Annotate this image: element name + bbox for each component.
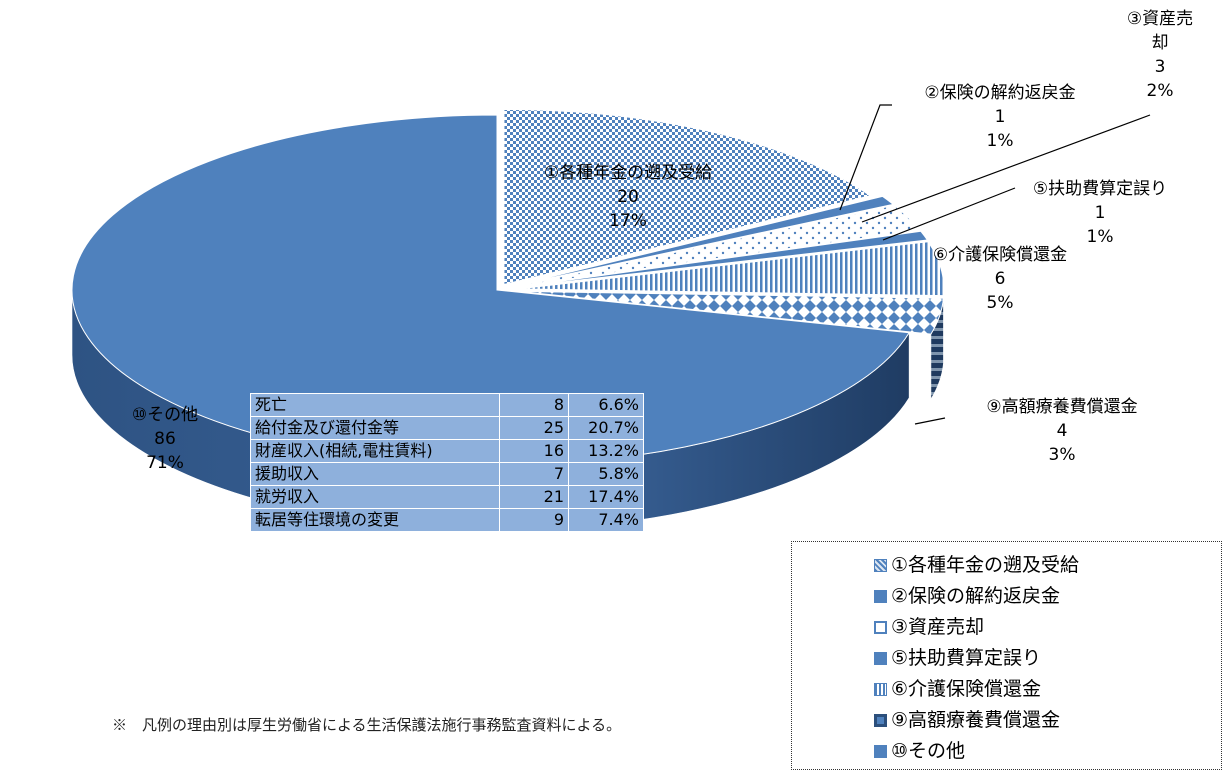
- slice-label-2-line-1: 却: [1152, 33, 1169, 53]
- slice-label-1-line-2: 1%: [987, 131, 1014, 151]
- slice-label-1-line-1: 1: [995, 107, 1006, 127]
- breakdown-category-cell: 転居等住環境の変更: [250, 508, 500, 532]
- breakdown-count-cell: 8: [499, 393, 569, 417]
- legend-label: ⑥介護保険償還金: [891, 678, 1042, 700]
- data-labels-layer: ①各種年金の遡及受給 20 17% ②保険の解約返戻金 1 1% ③資産売却 3 2% ⑤扶助費算…: [132, 9, 1193, 473]
- breakdown-category-cell: 死亡: [250, 393, 500, 417]
- legend-swatch: [874, 621, 887, 634]
- breakdown-percent-cell: 6.6%: [568, 393, 644, 417]
- leader-lines-layer: [839, 104, 1151, 425]
- legend-label: ⑤扶助費算定誤り: [891, 647, 1042, 669]
- slice-2: [517, 204, 922, 287]
- legend-swatch: [874, 714, 887, 727]
- slice-label-4-line-2: 5%: [987, 293, 1014, 313]
- breakdown-count-cell: 16: [499, 439, 569, 463]
- breakdown-row: 財産収入(相続,電柱賃料) 16 13.2%: [250, 439, 644, 463]
- breakdown-count-cell: 9: [499, 508, 569, 532]
- legend-item: ①各種年金の遡及受給: [874, 550, 1221, 581]
- breakdown-row: 就労収入 21 17.4%: [250, 485, 644, 509]
- legend-label: ②保険の解約返戻金: [891, 585, 1061, 607]
- slice-6: [71, 114, 910, 466]
- breakdown-count-cell: 25: [499, 416, 569, 440]
- leader-line-1: [839, 104, 892, 211]
- breakdown-percent-cell: 20.7%: [568, 416, 644, 440]
- legend-label: ⑨高額療養費償還金: [891, 709, 1061, 731]
- slice-label-6-line-2: 71%: [146, 453, 184, 473]
- breakdown-percent-cell: 13.2%: [568, 439, 644, 463]
- breakdown-category-cell: 給付金及び還付金等: [250, 416, 500, 440]
- slice-label-4-line-1: 6: [995, 269, 1006, 289]
- slice-label-0-line-2: 17%: [609, 211, 647, 231]
- slice-label-1-line-0: ②保険の解約返戻金: [924, 83, 1075, 103]
- legend: ①各種年金の遡及受給 ②保険の解約返戻金 ③資産売却 ⑤扶助費算定誤り ⑥介護保険償還金…: [791, 541, 1222, 770]
- legend-swatch: [874, 559, 887, 572]
- slice-label-4-line-0: ⑥介護保険償還金: [933, 245, 1067, 265]
- breakdown-category-cell: 財産収入(相続,電柱賃料): [250, 439, 500, 463]
- legend-item: ⑩その他: [874, 736, 1221, 767]
- leader-line-3: [882, 187, 1016, 241]
- slice-label-0-line-0: ①各種年金の遡及受給: [544, 163, 712, 183]
- breakdown-percent-cell: 17.4%: [568, 485, 644, 509]
- legend-swatch: [874, 652, 887, 665]
- slice-label-2-line-2: 3: [1155, 57, 1166, 77]
- breakdown-row: 援助収入 7 5.8%: [250, 462, 644, 486]
- breakdown-row: 給付金及び還付金等 25 20.7%: [250, 416, 644, 440]
- slice-label-5-line-2: 3%: [1049, 445, 1076, 465]
- slice-label-6-line-0: ⑩その他: [132, 405, 198, 425]
- legend-swatch: [874, 683, 887, 696]
- footnote: ※ 凡例の理由別は厚生労働省による生活保護法施行事務監査資料による。: [112, 716, 622, 734]
- slice-5: [518, 290, 945, 335]
- legend-label: ⑩その他: [891, 740, 966, 762]
- legend-label: ①各種年金の遡及受給: [891, 554, 1080, 576]
- breakdown-category-cell: 就労収入: [250, 485, 500, 509]
- slice-label-0-line-1: 20: [617, 187, 639, 207]
- slice-label-2-line-3: 2%: [1147, 81, 1174, 101]
- breakdown-count-cell: 7: [499, 462, 569, 486]
- slice-label-3-line-2: 1%: [1087, 227, 1114, 247]
- legend-item: ③資産売却: [874, 612, 1221, 643]
- slice-label-3-line-1: 1: [1095, 203, 1106, 223]
- leader-line-2: [861, 114, 1151, 223]
- slice-label-2-line-0: ③資産売: [1127, 9, 1193, 29]
- breakdown-percent-cell: 7.4%: [568, 508, 644, 532]
- slice-label-6-line-1: 86: [154, 429, 176, 449]
- breakdown-row: 転居等住環境の変更 9 7.4%: [250, 508, 644, 532]
- legend-item: ⑤扶助費算定誤り: [874, 643, 1221, 674]
- breakdown-category-cell: 援助収入: [250, 462, 500, 486]
- slice-0: [503, 109, 872, 286]
- legend-swatch: [874, 745, 887, 758]
- slice-1: [516, 195, 895, 286]
- slice-label-5-line-1: 4: [1057, 421, 1068, 441]
- legend-swatch: [874, 590, 887, 603]
- breakdown-percent-cell: 5.8%: [568, 462, 644, 486]
- legend-item: ⑥介護保険償還金: [874, 674, 1221, 705]
- legend-label: ③資産売却: [891, 616, 985, 638]
- legend-item: ②保険の解約返戻金: [874, 581, 1221, 612]
- slice-3: [517, 230, 929, 288]
- leader-line-5: [914, 417, 946, 425]
- breakdown-row: 死亡 8 6.6%: [250, 393, 644, 417]
- slice-label-3-line-0: ⑤扶助費算定誤り: [1033, 179, 1167, 199]
- other-breakdown-table: 死亡 8 6.6% 給付金及び還付金等 25 20.7% 財産収入(相続,電柱賃料) 16 13…: [250, 393, 644, 532]
- breakdown-count-cell: 21: [499, 485, 569, 509]
- slice-label-5-line-0: ⑨高額療養費償還金: [986, 397, 1137, 417]
- slice-4: [518, 241, 945, 297]
- legend-item: ⑨高額療養費償還金: [874, 705, 1221, 736]
